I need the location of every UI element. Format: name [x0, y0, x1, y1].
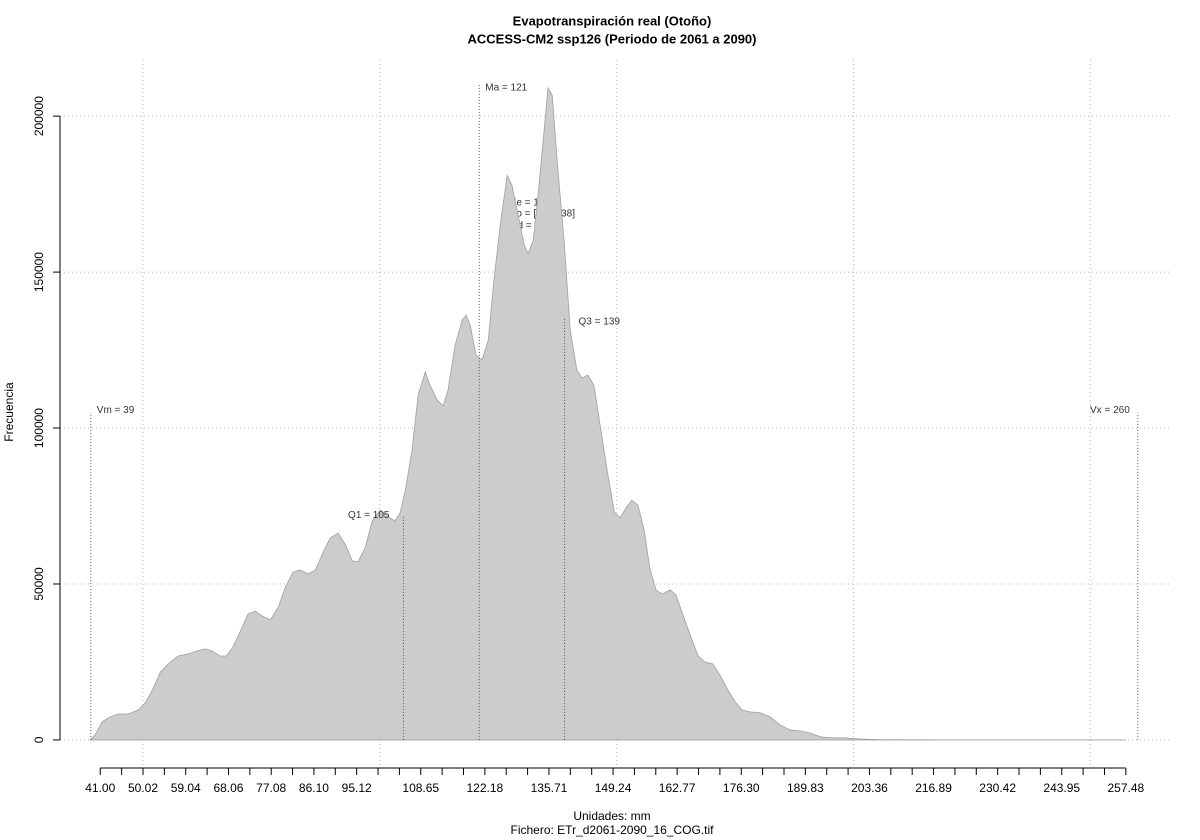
x-tick-label: 108.65 [402, 781, 439, 795]
annotation-label: Vm = 39 [97, 405, 135, 416]
x-tick-label: 95.12 [342, 781, 372, 795]
x-tick-label: 68.06 [213, 781, 243, 795]
annotation-label: Q3 = 139 [579, 317, 621, 328]
x-tick-label: 50.02 [128, 781, 158, 795]
y-tick-label: 0 [32, 736, 46, 743]
x-tick-label: 122.18 [467, 781, 504, 795]
x-tick-label: 189.83 [787, 781, 824, 795]
stat-label: Me = 125 [508, 198, 550, 209]
x-tick-label: 230.42 [979, 781, 1016, 795]
x-tick-label: 176.30 [723, 781, 760, 795]
caption: Fichero: ETr_d2061-2090_16_COG.tif [511, 823, 715, 837]
y-axis-label: Frecuencia [2, 382, 16, 442]
chart-subtitle: ACCESS-CM2 ssp126 (Periodo de 2061 a 209… [467, 31, 756, 46]
y-tick-label: 50000 [32, 567, 46, 601]
annotation-label: Vx = 260 [1090, 405, 1130, 416]
x-tick-label: 77.08 [256, 781, 286, 795]
x-tick-label: 216.89 [915, 781, 952, 795]
y-tick-label: 200000 [32, 96, 46, 136]
x-tick-label: 203.36 [851, 781, 888, 795]
y-tick-label: 100000 [32, 408, 46, 448]
chart-title: Evapotranspiración real (Otoño) [513, 13, 712, 28]
x-tick-label: 149.24 [595, 781, 632, 795]
x-tick-label: 135.71 [531, 781, 568, 795]
stat-label: Std = 28 [508, 221, 546, 232]
x-axis-label: Unidades: mm [573, 809, 650, 823]
density-area [89, 86, 1126, 741]
annotation-label: Ma = 121 [485, 83, 527, 94]
annotation-label: Q1 = 105 [348, 510, 390, 521]
x-tick-label: 162.77 [659, 781, 696, 795]
x-tick-label: 86.10 [299, 781, 329, 795]
x-tick-label: 59.04 [171, 781, 201, 795]
x-tick-label: 257.48 [1107, 781, 1144, 795]
y-tick-label: 150000 [32, 252, 46, 292]
x-tick-label: 243.95 [1043, 781, 1080, 795]
x-tick-label: 41.00 [85, 781, 115, 795]
